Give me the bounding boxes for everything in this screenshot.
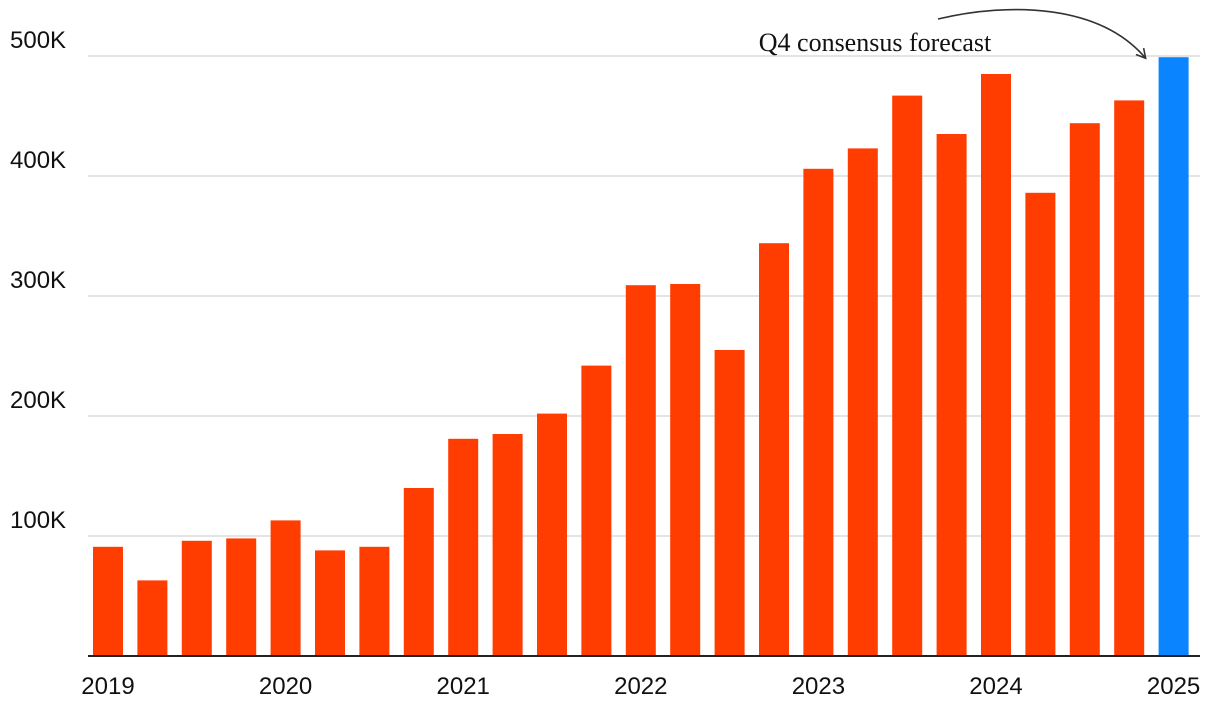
bar bbox=[759, 243, 789, 656]
bar bbox=[1114, 100, 1145, 656]
y-tick-label: 200K bbox=[10, 387, 66, 414]
x-tick-label: 2023 bbox=[792, 673, 845, 700]
bar bbox=[359, 546, 390, 656]
x-tick-label: 2024 bbox=[969, 673, 1022, 700]
y-tick-label: 500K bbox=[10, 27, 66, 54]
x-tick-label: 2025 bbox=[1147, 673, 1200, 700]
y-tick-label: 100K bbox=[10, 507, 66, 534]
bar bbox=[892, 95, 923, 657]
x-tick-label: 2021 bbox=[437, 673, 490, 700]
bar bbox=[315, 550, 345, 656]
bar bbox=[270, 520, 301, 656]
bar bbox=[181, 540, 212, 656]
y-tick-label: 400K bbox=[10, 147, 66, 174]
bars bbox=[93, 57, 1189, 657]
x-tick-label: 2022 bbox=[614, 673, 667, 700]
x-tick-label: 2019 bbox=[81, 673, 134, 700]
bar bbox=[847, 148, 878, 656]
bar bbox=[226, 538, 257, 656]
bar bbox=[492, 434, 523, 656]
bar bbox=[670, 284, 701, 656]
bar bbox=[981, 74, 1011, 656]
bar bbox=[1025, 192, 1056, 657]
forecast-bar bbox=[1158, 57, 1189, 656]
annotation-text: Q4 consensus forecast bbox=[759, 28, 992, 57]
x-tick-label: 2020 bbox=[259, 673, 312, 700]
bar bbox=[803, 168, 834, 657]
bar bbox=[625, 285, 656, 656]
bar bbox=[137, 580, 168, 656]
bar bbox=[403, 488, 434, 656]
bar bbox=[936, 134, 967, 656]
bar bbox=[581, 365, 612, 656]
bar bbox=[714, 350, 745, 656]
annotation-arrow bbox=[937, 8, 1147, 60]
annotation: Q4 consensus forecast bbox=[759, 8, 1147, 60]
y-axis-labels: 100K 200K 300K 400K 500K bbox=[10, 27, 66, 534]
x-axis-labels: 2019 2020 2021 2022 2023 2024 2025 bbox=[81, 673, 1200, 700]
bar bbox=[93, 546, 123, 656]
bar bbox=[537, 413, 567, 656]
y-tick-label: 300K bbox=[10, 267, 66, 294]
bar bbox=[1069, 123, 1100, 656]
bar bbox=[448, 438, 479, 656]
